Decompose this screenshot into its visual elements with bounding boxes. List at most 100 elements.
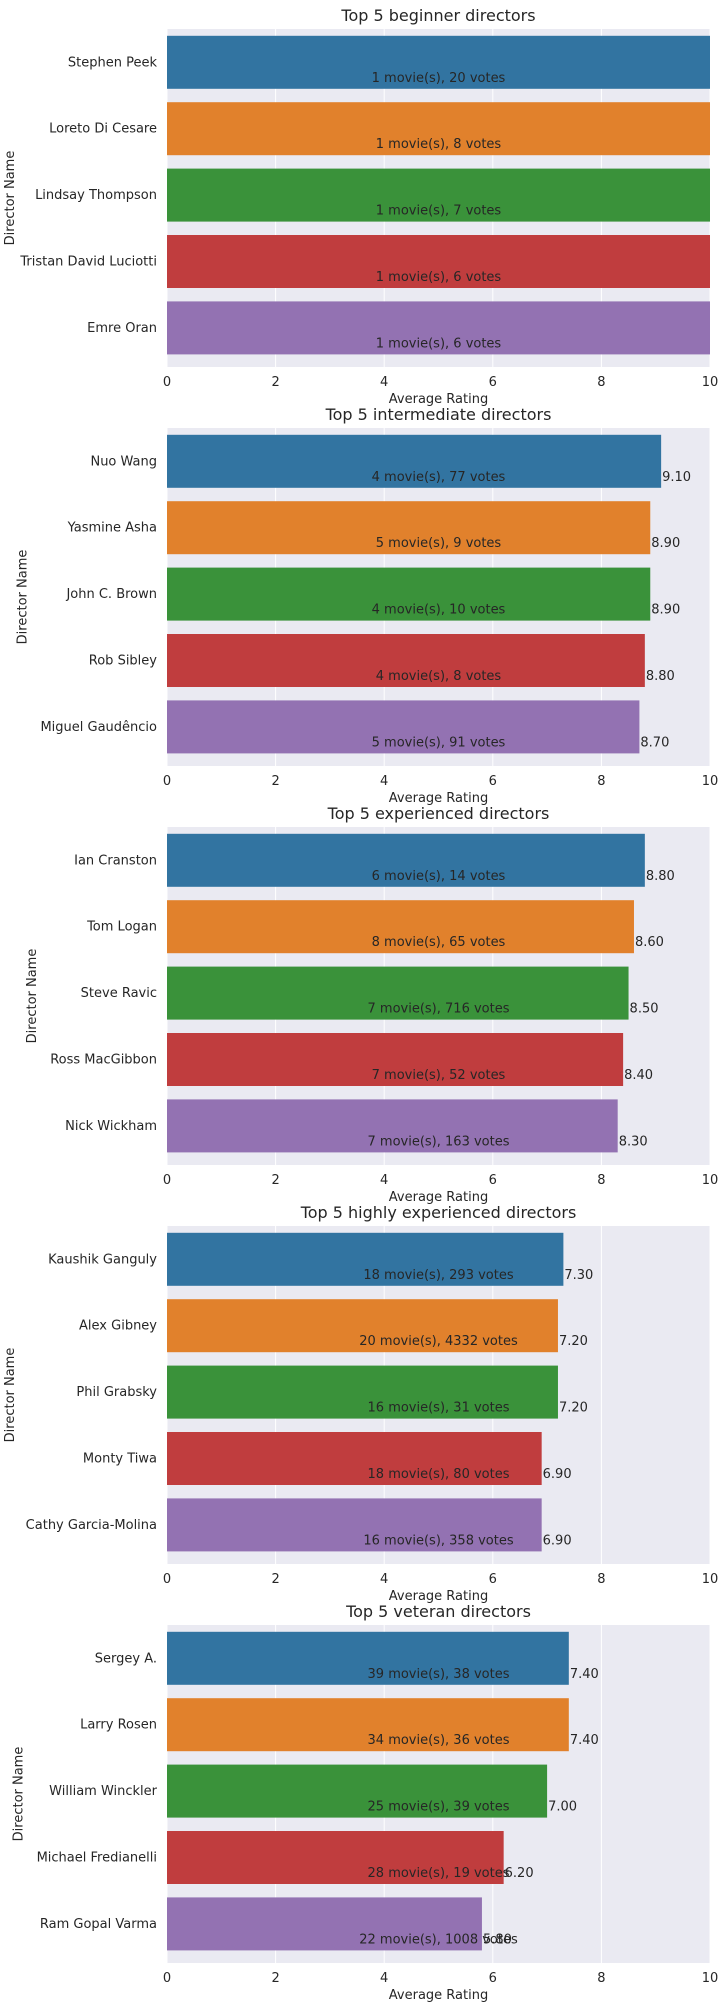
chart-panel-1: Top 5 beginner directors Stephen Peek 1 mo… [3,6,718,407]
bar-value-label: 8.80 [646,869,675,884]
y-tick-label: William Winckler [49,1784,157,1799]
x-tick-label: 4 [380,774,388,789]
bar-value-label: 7.30 [564,1268,593,1283]
x-tick-label: 2 [271,375,279,390]
y-tick-label: Nuo Wang [90,454,157,469]
x-tick-label: 8 [597,1572,605,1587]
bar [167,900,634,954]
bar-annotation: 1 movie(s), 6 votes [376,336,502,351]
x-tick-label: 4 [380,1572,388,1587]
chart-title: Top 5 highly experienced directors [300,1203,577,1222]
bar-annotation: 1 movie(s), 8 votes [376,137,502,152]
x-tick-label: 8 [597,774,605,789]
x-tick-label: 0 [163,1173,171,1188]
y-axis-label: Director Name [15,550,30,645]
chart-panel-5: Top 5 veteran directors Sergey A. 39 movie… [12,1602,719,2003]
bar-annotation: 28 movie(s), 19 votes [368,1866,510,1881]
x-axis-label: Average Rating [389,392,488,407]
bar-value-label: 9.10 [662,470,691,485]
x-tick-label: 6 [489,375,497,390]
bar [167,700,640,754]
y-tick-label: Sergey A. [95,1651,157,1666]
y-tick-label: Stephen Peek [68,55,158,70]
x-tick-label: 6 [489,1173,497,1188]
bar-annotation: 22 movie(s), 1008 votes [359,1932,518,1947]
bar [167,301,710,355]
bar [167,833,645,887]
bar [167,1365,558,1419]
y-axis-label: Director Name [3,151,18,246]
y-tick-label: Loreto Di Cesare [49,122,157,137]
x-tick-label: 0 [163,774,171,789]
bar-value-label: 8.30 [619,1134,648,1149]
x-tick-label: 8 [597,1173,605,1188]
chart-panel-4: Top 5 highly experienced directors Kaushi… [3,1203,718,1604]
x-tick-label: 6 [489,1572,497,1587]
y-tick-label: Yasmine Asha [67,521,157,536]
y-tick-label: Ian Cranston [74,853,157,868]
y-tick-label: Emre Oran [87,321,157,336]
x-tick-label: 2 [271,1971,279,1986]
y-tick-label: Nick Wickham [65,1119,157,1134]
y-tick-label: Ram Gopal Varma [40,1917,157,1932]
y-tick-label: Michael Fredianelli [37,1851,157,1866]
y-tick-label: John C. Brown [65,587,157,602]
bar [167,1897,482,1951]
bar [167,501,651,555]
y-axis-label: Director Name [12,1747,27,1842]
x-tick-label: 0 [163,1572,171,1587]
bar-annotation: 4 movie(s), 10 votes [372,603,506,618]
bar-value-label: 8.90 [651,603,680,618]
bar-annotation: 20 movie(s), 4332 votes [359,1334,518,1349]
y-tick-label: Ross MacGibbon [50,1053,157,1068]
bar-annotation: 16 movie(s), 358 votes [363,1533,513,1548]
x-tick-label: 10 [702,1971,719,1986]
x-tick-label: 0 [163,1971,171,1986]
bar-value-label: 7.20 [559,1401,588,1416]
bar-value-label: 7.40 [570,1733,599,1748]
bar-annotation: 39 movie(s), 38 votes [368,1667,510,1682]
bar-value-label: 5.80 [483,1932,512,1947]
bar-annotation: 1 movie(s), 7 votes [376,204,502,219]
bar-annotation: 34 movie(s), 36 votes [368,1733,510,1748]
bar [167,1099,618,1153]
x-axis-label: Average Rating [389,791,488,806]
bar [167,1432,542,1485]
x-tick-label: 4 [380,375,388,390]
bar-annotation: 7 movie(s), 52 votes [372,1068,506,1083]
bar-annotation: 1 movie(s), 6 votes [376,270,502,285]
bar [167,1498,542,1552]
x-tick-label: 4 [380,1971,388,1986]
bar [167,966,629,1020]
x-tick-label: 6 [489,1971,497,1986]
bar [167,1299,558,1353]
y-tick-label: Larry Rosen [80,1718,157,1733]
bar-value-label: 7.00 [548,1800,577,1815]
x-axis-label: Average Rating [389,1988,488,2003]
x-axis-label: Average Rating [389,1589,488,1604]
y-tick-label: Miguel Gaudêncio [40,720,157,735]
bar [167,102,710,156]
bar-value-label: 8.70 [640,735,669,750]
y-tick-label: Kaushik Ganguly [48,1252,157,1267]
bar-annotation: 7 movie(s), 163 votes [368,1134,510,1149]
y-tick-label: Monty Tiwa [83,1452,157,1467]
chart-panel-3: Top 5 experienced directors Ian Cranston 6… [25,804,718,1205]
x-tick-label: 4 [380,1173,388,1188]
bar-annotation: 1 movie(s), 20 votes [372,71,506,86]
bar [167,235,710,288]
chart-title: Top 5 beginner directors [340,6,535,25]
x-tick-label: 10 [702,375,719,390]
bar-annotation: 18 movie(s), 293 votes [363,1268,513,1283]
y-tick-label: Lindsay Thompson [35,188,157,203]
x-tick-label: 2 [271,1173,279,1188]
bar-value-label: 6.90 [543,1467,572,1482]
bar-annotation: 4 movie(s), 77 votes [372,470,506,485]
y-tick-label: Alex Gibney [79,1319,157,1334]
bar [167,567,651,621]
x-tick-label: 2 [271,774,279,789]
bar-annotation: 6 movie(s), 14 votes [372,869,506,884]
bar [167,1631,569,1685]
bar-value-label: 6.20 [505,1866,534,1881]
